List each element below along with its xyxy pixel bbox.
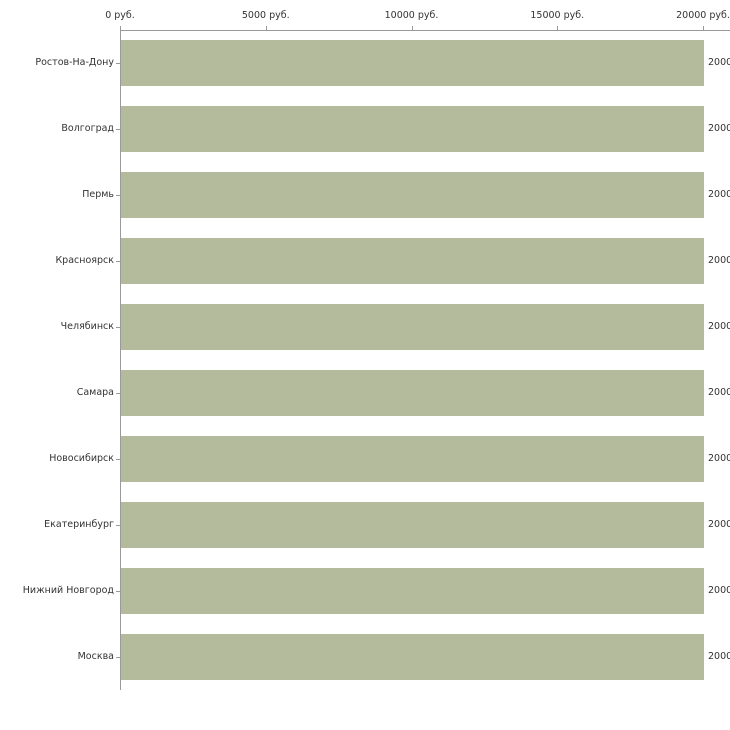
x-tick	[557, 26, 559, 30]
x-tick-label: 15000 руб.	[530, 10, 585, 21]
y-tick	[116, 129, 120, 130]
x-tick	[411, 26, 413, 30]
value-label: 20000	[708, 519, 730, 530]
x-tick-label: 10000 руб.	[384, 10, 439, 21]
category-label: Волгоград	[61, 123, 114, 134]
category-label: Ростов-На-Дону	[35, 57, 114, 68]
x-axis-line	[120, 30, 730, 31]
value-label: 20000	[708, 189, 730, 200]
bar	[121, 304, 704, 350]
y-tick	[116, 63, 120, 64]
y-tick	[116, 591, 120, 592]
bar	[121, 238, 704, 284]
y-tick	[116, 657, 120, 658]
value-label: 20000	[708, 255, 730, 266]
category-label: Пермь	[82, 189, 114, 200]
y-tick	[116, 393, 120, 394]
y-tick	[116, 459, 120, 460]
bar	[121, 568, 704, 614]
bar	[121, 634, 704, 680]
bar	[121, 106, 704, 152]
category-label: Москва	[77, 651, 114, 662]
y-tick	[116, 195, 120, 196]
y-axis-line	[120, 30, 121, 690]
value-label: 20000	[708, 651, 730, 662]
x-tick	[703, 26, 704, 30]
category-label: Челябинск	[60, 321, 114, 332]
bar	[121, 370, 704, 416]
x-tick-label: 0 руб.	[105, 10, 135, 21]
category-label: Самара	[76, 387, 114, 398]
value-label: 20000	[708, 585, 730, 596]
value-label: 20000	[708, 57, 730, 68]
y-tick	[116, 525, 120, 526]
value-label: 20000	[708, 123, 730, 134]
x-tick	[265, 26, 267, 30]
bar	[121, 436, 704, 482]
x-tick-label: 20000 руб.	[676, 10, 730, 21]
x-tick-label: 5000 руб.	[241, 10, 290, 21]
category-label: Нижний Новгород	[22, 585, 114, 596]
bar	[121, 502, 704, 548]
value-label: 20000	[708, 453, 730, 464]
value-label: 20000	[708, 321, 730, 332]
y-tick	[116, 327, 120, 328]
x-tick	[120, 26, 121, 30]
category-label: Красноярск	[55, 255, 114, 266]
bar	[121, 172, 704, 218]
bar	[121, 40, 704, 86]
category-label: Новосибирск	[49, 453, 114, 464]
y-tick	[116, 261, 120, 262]
category-label: Екатеринбург	[44, 519, 114, 530]
value-label: 20000	[708, 387, 730, 398]
